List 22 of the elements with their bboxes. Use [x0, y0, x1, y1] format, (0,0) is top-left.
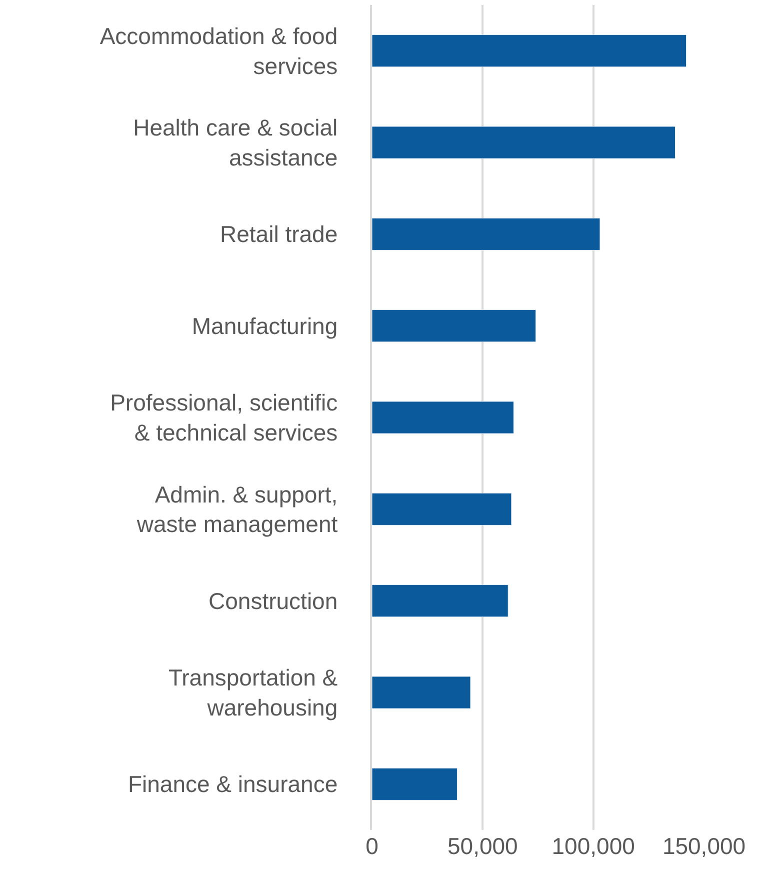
- y-tick-label: Manufacturing: [192, 312, 338, 339]
- y-tick-label: Transportation & warehousing: [168, 664, 338, 720]
- bar: [372, 676, 471, 709]
- x-tick-label: 100,000: [552, 833, 635, 859]
- x-tick-label: 150,000: [662, 833, 746, 859]
- y-tick-label: Retail trade: [220, 221, 338, 248]
- y-tick-label: Finance & insurance: [128, 771, 338, 798]
- bar: [372, 492, 512, 526]
- bar: [372, 34, 687, 68]
- y-tick-label: Construction: [208, 588, 338, 614]
- y-tick-label: Admin. & support, waste management: [136, 481, 338, 538]
- bar: [372, 401, 514, 434]
- x-tick-label: 0: [366, 833, 378, 859]
- bar: [372, 218, 600, 250]
- bar: [372, 126, 676, 159]
- y-tick-label: Accommodation & food services: [100, 22, 338, 79]
- y-tick-label: Health care & social assistance: [133, 114, 338, 170]
- y-tick-label: Professional, scientific & technical services: [110, 390, 338, 446]
- bar: [372, 768, 458, 800]
- x-tick-label: 50,000: [447, 833, 518, 859]
- bar: [372, 310, 536, 342]
- bar: [372, 584, 508, 618]
